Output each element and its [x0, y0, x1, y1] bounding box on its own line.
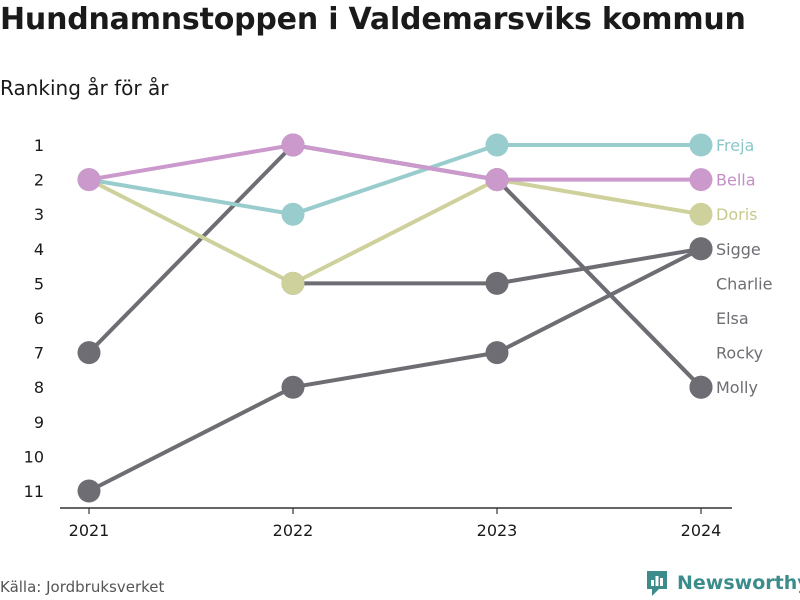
y-tick-label: 2 [34, 171, 44, 190]
series-label-sigge: Sigge [716, 240, 761, 259]
series-line-doris [87, 177, 703, 286]
series-label-charlie: Charlie [716, 274, 772, 293]
newsworthy-logo-icon [647, 571, 667, 596]
y-tick-label: 11 [24, 482, 44, 501]
y-tick-label: 6 [34, 309, 44, 328]
data-point-bella [485, 168, 509, 192]
rank-chart: 2021 2022 2023 2024 1 2 3 4 5 6 7 8 9 10 11 Freja Bell… [24, 133, 772, 540]
data-point-freja [689, 133, 713, 157]
source-note: Källa: Jordbruksverket [0, 578, 165, 596]
y-tick-label: 1 [34, 136, 44, 155]
series-points [77, 133, 713, 503]
data-point-bella [281, 133, 305, 157]
series-label-elsa: Elsa [716, 309, 749, 328]
series-line-freja [87, 143, 703, 217]
y-tick-label: 10 [24, 447, 44, 466]
data-point-sigge [281, 375, 305, 399]
data-point-bella [77, 168, 101, 192]
data-point-bella [689, 168, 713, 192]
brand-name: Newsworthy [677, 572, 800, 594]
series-label-doris: Doris [716, 205, 757, 224]
series-label-rocky: Rocky [716, 344, 763, 363]
series-label-bella: Bella [716, 171, 756, 190]
series-lines [87, 143, 703, 493]
y-axis-ticks: 1 2 3 4 5 6 7 8 9 10 11 [24, 136, 44, 501]
y-tick-label: 9 [34, 413, 44, 432]
data-point-freja [485, 133, 509, 157]
data-point-sigge [485, 341, 509, 365]
x-tick-label: 2022 [273, 521, 314, 540]
series-line-bella [87, 143, 703, 182]
data-point-doris [689, 202, 713, 226]
x-axis-ticks: 2021 2022 2023 2024 [69, 508, 722, 540]
data-point-doris [281, 271, 305, 295]
y-tick-label: 7 [34, 344, 44, 363]
x-tick-label: 2023 [477, 521, 518, 540]
series-end-labels: Freja Bella Doris Sigge Charlie Elsa Rocky Moll… [716, 136, 772, 397]
x-tick-label: 2021 [69, 521, 110, 540]
chart-title: Hundnamnstoppen i Valdemarsviks kommun [0, 2, 746, 37]
series-line-sigge [87, 246, 703, 493]
series-label-molly: Molly [716, 378, 758, 397]
chart-subtitle: Ranking år för år [0, 76, 169, 100]
y-tick-label: 8 [34, 378, 44, 397]
y-tick-label: 4 [34, 240, 44, 259]
data-point-elsa [689, 237, 713, 261]
data-point-freja [281, 202, 305, 226]
series-line-molly [495, 177, 703, 390]
data-point-sigge [77, 479, 101, 503]
y-tick-label: 5 [34, 274, 44, 293]
brand-logo[interactable]: Newsworthy [645, 569, 800, 597]
x-tick-label: 2024 [681, 521, 722, 540]
data-point-charlie [77, 341, 101, 365]
series-label-freja: Freja [716, 136, 754, 155]
data-point-elsa [485, 271, 509, 295]
y-tick-label: 3 [34, 205, 44, 224]
data-point-molly [689, 375, 713, 399]
